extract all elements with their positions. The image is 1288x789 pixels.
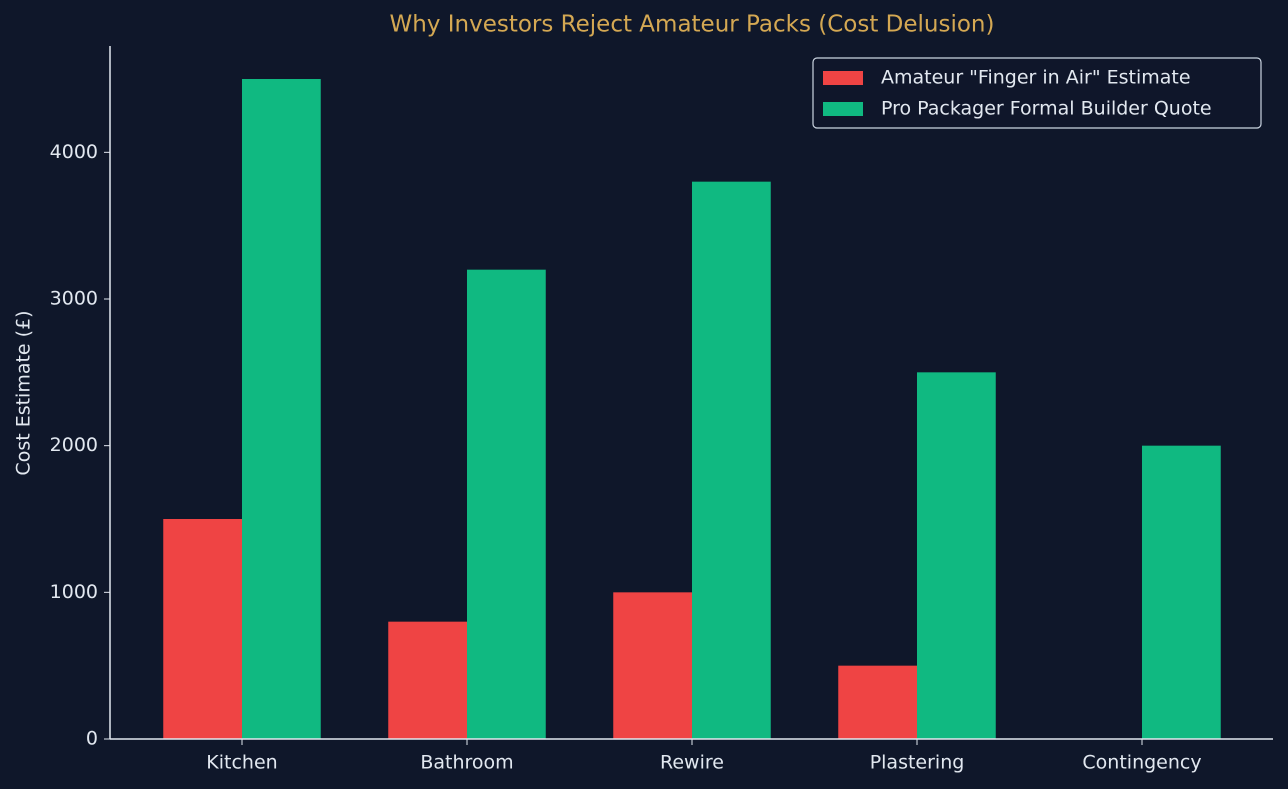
legend-swatch [823,71,863,85]
y-axis-label: Cost Estimate (£) [13,310,35,475]
x-tick-label: Plastering [870,752,965,774]
bar [1142,445,1221,739]
y-tick-label: 2000 [50,434,98,456]
y-tick-label: 0 [86,728,98,750]
chart-title: Why Investors Reject Amateur Packs (Cost… [390,12,995,38]
bar [467,269,546,739]
bar [163,519,242,739]
bar [242,79,321,739]
legend-label: Pro Packager Formal Builder Quote [881,98,1212,120]
x-tick-label: Rewire [660,752,724,774]
y-tick-label: 1000 [50,581,98,603]
bar [613,592,692,739]
legend-swatch [823,102,863,116]
x-tick-label: Bathroom [420,752,513,774]
legend-label: Amateur "Finger in Air" Estimate [881,67,1191,89]
bar [692,181,771,739]
legend-box [812,57,1262,129]
x-tick-label: Contingency [1082,752,1201,774]
y-tick-label: 4000 [50,141,98,163]
bar [917,372,996,739]
y-tick-label: 3000 [50,288,98,310]
bar [388,621,467,739]
x-tick-label: Kitchen [206,752,277,774]
bar [838,665,917,739]
